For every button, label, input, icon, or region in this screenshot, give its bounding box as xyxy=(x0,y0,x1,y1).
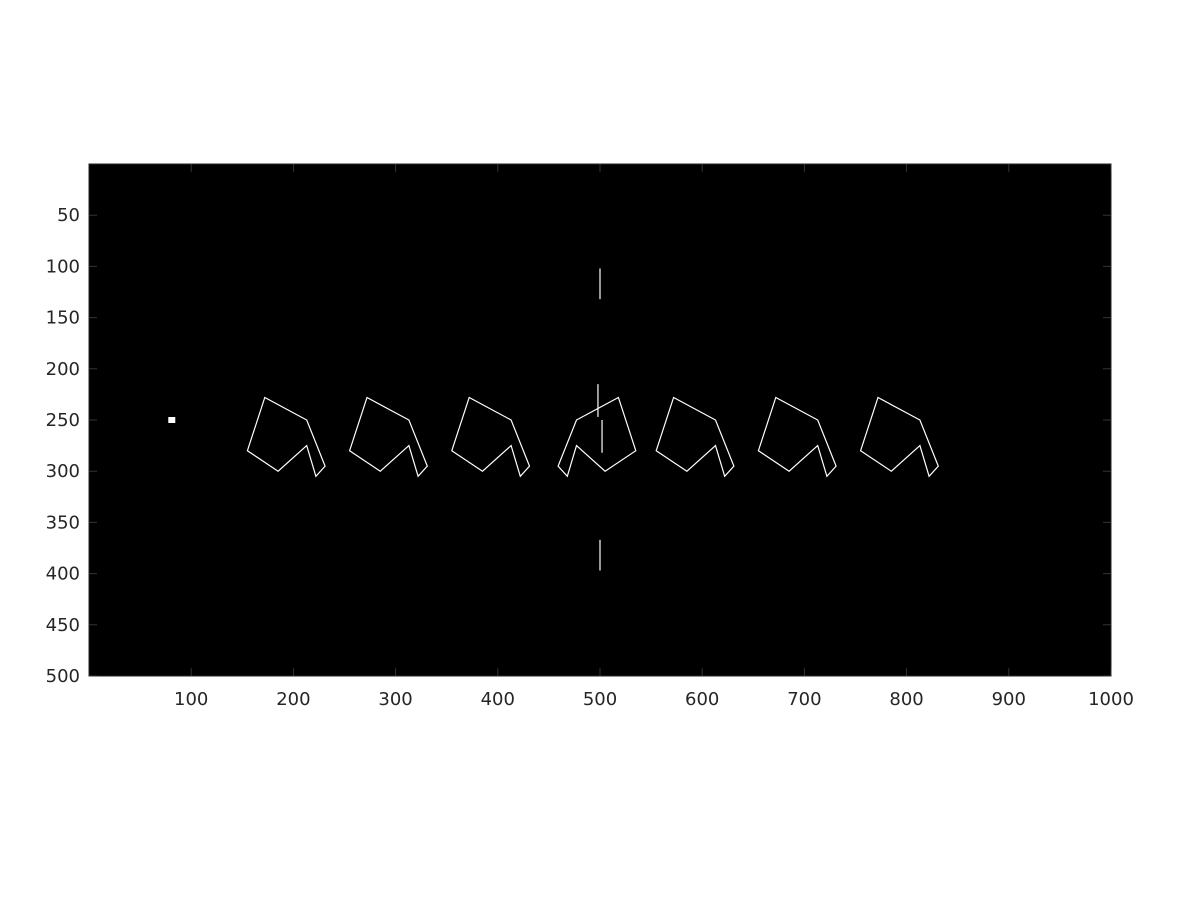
axis-ticks xyxy=(89,164,1112,677)
shape-outline-6 xyxy=(757,396,837,478)
x-tick-label: 500 xyxy=(583,689,617,710)
shape-outline-7 xyxy=(859,396,939,478)
x-axis: 100 200 300 400 500 600 700 800 900 1000 xyxy=(174,689,1134,710)
x-tick-label: 700 xyxy=(787,689,821,710)
shape-outline-1 xyxy=(246,396,326,478)
y-axis: 50 100 150 200 250 300 350 400 450 500 xyxy=(46,205,80,687)
y-tick-label: 350 xyxy=(46,512,80,533)
plot-area xyxy=(88,163,1112,677)
x-tick-label: 1000 xyxy=(1088,689,1134,710)
data-point xyxy=(168,417,176,423)
x-tick-label: 400 xyxy=(481,689,515,710)
shape-outline-3 xyxy=(451,396,531,478)
plot-content xyxy=(168,268,939,571)
y-tick-label: 150 xyxy=(46,308,80,329)
y-tick-label: 50 xyxy=(57,205,80,226)
x-tick-label: 900 xyxy=(992,689,1026,710)
shape-outline-2 xyxy=(348,396,428,478)
x-tick-label: 300 xyxy=(378,689,412,710)
y-tick-label: 200 xyxy=(46,359,80,380)
y-tick-label: 250 xyxy=(46,410,80,431)
shape-outline-5 xyxy=(655,396,735,478)
y-tick-label: 400 xyxy=(46,564,80,585)
x-tick-label: 600 xyxy=(685,689,719,710)
x-tick-label: 200 xyxy=(276,689,310,710)
y-tick-label: 450 xyxy=(46,615,80,636)
y-tick-label: 100 xyxy=(46,256,80,277)
y-tick-label: 300 xyxy=(46,461,80,482)
y-tick-label: 500 xyxy=(46,666,80,687)
x-tick-label: 100 xyxy=(174,689,208,710)
shape-outline-4 xyxy=(557,396,637,478)
x-tick-label: 800 xyxy=(889,689,923,710)
